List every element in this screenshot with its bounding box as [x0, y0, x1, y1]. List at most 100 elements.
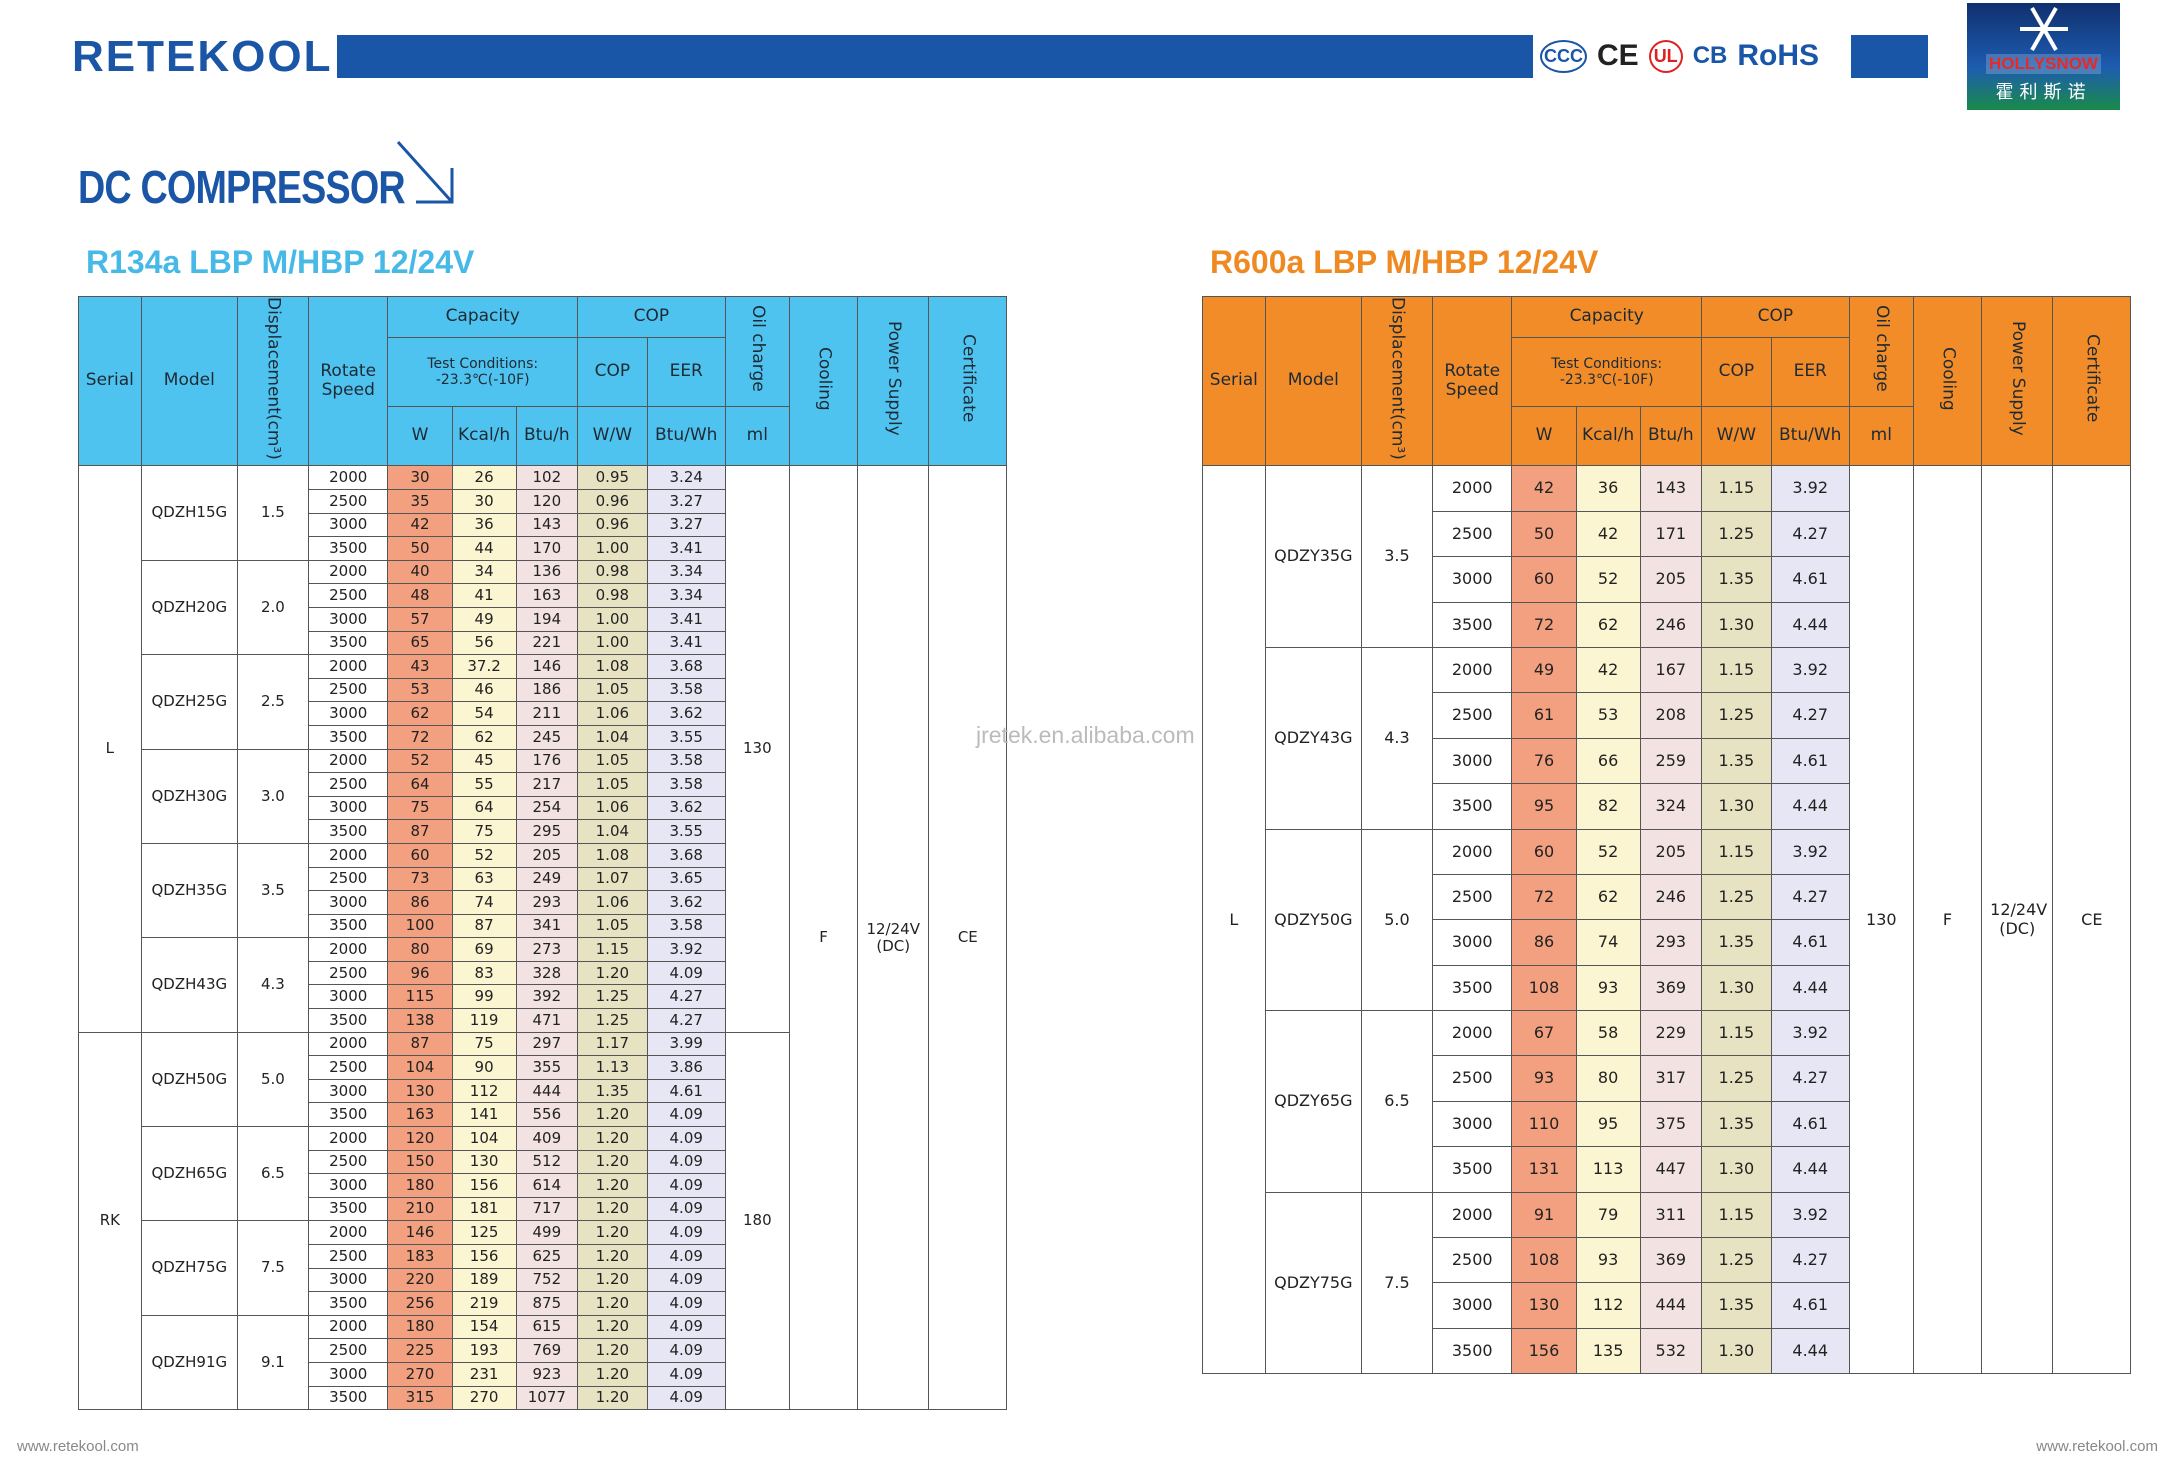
col-header: Kcal/h [451, 406, 517, 467]
value-cell: 4.44 [1770, 783, 1850, 830]
value-cell: 328 [515, 960, 579, 986]
value-cell: 52 [451, 842, 517, 868]
value-cell: 50 [1511, 510, 1577, 558]
displacement: 6.5 [1360, 1010, 1433, 1193]
value-cell: 752 [515, 1267, 579, 1293]
value-cell: 3500 [1431, 783, 1513, 830]
data-row: 3000 130 112 444 1.35 4.61 [1203, 1282, 2131, 1329]
value-cell: 3500 [307, 1008, 389, 1033]
value-cell: 189 [451, 1267, 517, 1293]
value-cell: 1.20 [577, 1244, 648, 1269]
partner-name-cn: 霍利斯诺 [1995, 82, 2092, 103]
value-cell: 104 [387, 1055, 453, 1080]
data-row: QDZH20G 2.0 2000 40 34 136 0.98 3.34 [79, 559, 1007, 656]
value-cell: 4.09 [646, 1173, 726, 1198]
value-cell: 2500 [307, 489, 389, 514]
test-conditions: Test Conditions: -23.3℃(-10F) [387, 337, 578, 408]
value-cell: 131 [1511, 1146, 1577, 1193]
col-header: Rotate Speed [1431, 295, 1513, 467]
value-cell: 3.92 [1770, 828, 1850, 875]
displacement: 2.0 [236, 559, 309, 656]
value-cell: 1.17 [577, 1031, 648, 1057]
cert: CE [1597, 39, 1639, 72]
value-cell: 341 [515, 913, 579, 939]
value-cell: 3500 [307, 724, 389, 750]
header-row: Test Conditions: -23.3℃(-10F) COP EER [1203, 337, 2131, 408]
value-cell: 614 [515, 1173, 579, 1198]
value-cell: 3.24 [646, 465, 726, 490]
value-cell: 60 [1511, 556, 1577, 603]
value-cell: 4.27 [1770, 692, 1850, 739]
serial: L [78, 465, 142, 1033]
value-cell: 3000 [1431, 556, 1513, 603]
value-cell: 130 [451, 1149, 517, 1175]
col-header: Btu/Wh [1770, 406, 1850, 467]
header-text: Certificate [2082, 334, 2103, 423]
data-row: 3500 315 270 1077 1.20 4.09 [79, 1385, 1007, 1411]
value-cell: 1.15 [1701, 1191, 1772, 1239]
value-cell: 1.05 [577, 772, 648, 797]
value-cell: 73 [387, 866, 453, 892]
value-cell: 246 [1639, 601, 1703, 648]
value-cell: 3.65 [646, 866, 726, 892]
value-cell: 273 [515, 937, 579, 962]
value-cell: 4.09 [646, 1338, 726, 1363]
value-cell: 143 [1639, 465, 1703, 512]
header-bar [337, 35, 1533, 78]
value-cell: 3500 [1431, 1327, 1513, 1375]
value-cell: 36 [451, 512, 517, 538]
value-cell: 3000 [1431, 1100, 1513, 1148]
value-cell: 45 [451, 748, 517, 774]
value-cell: 82 [1575, 783, 1641, 830]
value-cell: 42 [1575, 646, 1641, 694]
value-cell: 93 [1575, 1237, 1641, 1284]
value-cell: 2500 [307, 677, 389, 703]
footer-url: www.retekool.com [2036, 1438, 2158, 1455]
value-cell: 125 [451, 1220, 517, 1245]
value-cell: 875 [515, 1291, 579, 1316]
brand-logo: RETEKOOL [72, 32, 333, 81]
value-cell: 130 [1511, 1282, 1577, 1329]
cooling: F [788, 465, 859, 1411]
value-cell: 1.25 [1701, 692, 1772, 739]
value-cell: 3000 [1431, 919, 1513, 966]
value-cell: 1.35 [577, 1078, 648, 1104]
value-cell: 61 [1511, 692, 1577, 739]
value-cell: 3.34 [646, 583, 726, 608]
value-cell: 170 [515, 536, 579, 561]
model: QDZY75G [1264, 1191, 1362, 1375]
value-cell: 4.27 [1770, 510, 1850, 558]
value-cell: 295 [515, 819, 579, 844]
value-cell: 2500 [1431, 1055, 1513, 1102]
value-cell: 3500 [307, 913, 389, 939]
value-cell: 69 [451, 937, 517, 962]
value-cell: 4.09 [646, 960, 726, 986]
value-cell: 205 [515, 842, 579, 868]
header-row: W Kcal/h Btu/h W/W Btu/Wh ml [1203, 406, 2131, 467]
value-cell: 717 [515, 1196, 579, 1222]
value-cell: 1.20 [577, 1220, 648, 1245]
value-cell: 210 [387, 1196, 453, 1222]
value-cell: 1.00 [577, 536, 648, 561]
value-cell: 156 [1511, 1327, 1577, 1375]
value-cell: 259 [1639, 737, 1703, 785]
value-cell: 72 [1511, 873, 1577, 921]
value-cell: 4.09 [646, 1314, 726, 1340]
watermark: jretek.en.alibaba.com [976, 722, 1195, 748]
model: QDZH65G [140, 1126, 238, 1222]
value-cell: 163 [387, 1102, 453, 1128]
value-cell: 369 [1639, 1237, 1703, 1284]
value-cell: 392 [515, 984, 579, 1010]
page-title: DC COMPRESSOR [78, 161, 406, 213]
value-cell: 220 [387, 1267, 453, 1293]
value-cell: 4.27 [1770, 1237, 1850, 1284]
model: QDZY65G [1264, 1010, 1362, 1193]
col-header: W/W [1701, 406, 1772, 467]
value-cell: 1.35 [1701, 556, 1772, 603]
data-row: 3500 65 56 221 1.00 3.41 [79, 630, 1007, 656]
test-conditions: Test Conditions: -23.3℃(-10F) [1511, 337, 1702, 408]
data-row: 3000 57 49 194 1.00 3.41 [79, 606, 1007, 632]
value-cell: 556 [515, 1102, 579, 1128]
value-cell: 3.58 [646, 748, 726, 774]
value-cell: 66 [1575, 737, 1641, 785]
